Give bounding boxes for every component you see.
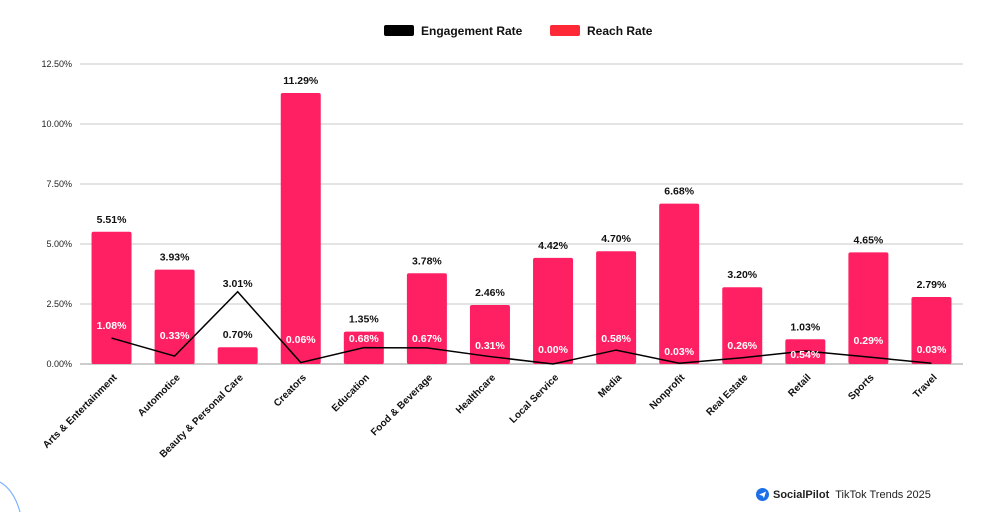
- brand-caption: TikTok Trends 2025: [835, 488, 931, 501]
- engagement-value-label: 0.00%: [538, 344, 568, 356]
- corner-decoration: [0, 481, 21, 512]
- y-axis: 0.00% 2.50% 5.00% 7.50% 10.00% 12.50%: [41, 59, 72, 369]
- reach-bar: [469, 304, 510, 364]
- engagement-value-label: 0.06%: [286, 334, 316, 346]
- x-tick-label: Local Service: [508, 372, 562, 426]
- reach-value-label: 0.70%: [223, 329, 253, 341]
- reach-bar: [406, 273, 447, 364]
- x-tick-label: Food & Beverage: [369, 372, 435, 438]
- engagement-value-label: 0.67%: [412, 333, 442, 345]
- engagement-value-label: 0.03%: [664, 346, 694, 358]
- x-tick-label: Creators: [272, 372, 309, 409]
- x-tick-label: Media: [596, 372, 624, 400]
- x-tick-label: Sports: [846, 372, 876, 402]
- grid-lines: [80, 63, 963, 365]
- x-tick-label: Automotice: [136, 372, 183, 419]
- bars: [91, 93, 952, 364]
- engagement-line: [111, 290, 932, 365]
- reach-bar: [659, 203, 700, 364]
- engagement-value-label: 0.54%: [790, 349, 820, 361]
- reach-bar: [848, 252, 889, 364]
- y-tick-label: 7.50%: [46, 179, 72, 189]
- reach-value-label: 3.93%: [160, 252, 190, 264]
- engagement-value-label: 1.08%: [97, 320, 127, 332]
- legend-swatch-reach: [550, 25, 580, 36]
- y-tick-label: 5.00%: [46, 239, 72, 249]
- x-tick-label: Nonprofit: [648, 372, 688, 412]
- y-tick-label: 0.00%: [46, 359, 72, 369]
- y-tick-label: 10.00%: [41, 119, 72, 129]
- reach-value-label: 4.42%: [538, 240, 568, 252]
- reach-bar: [217, 347, 258, 364]
- x-tick-label: Retail: [786, 372, 813, 399]
- engagement-value-label: 3.01%: [223, 278, 253, 290]
- engagement-value-label: 0.33%: [160, 330, 190, 342]
- reach-value-label: 5.51%: [97, 214, 127, 226]
- brand-name: SocialPilot: [773, 488, 830, 501]
- engagement-value-label: 0.29%: [854, 335, 884, 347]
- x-tick-label: Education: [330, 372, 372, 414]
- reach-value-label: 2.46%: [475, 287, 505, 299]
- legend-label-engagement: Engagement Rate: [421, 24, 523, 38]
- paper-plane-icon: [756, 488, 769, 501]
- y-tick-label: 2.50%: [46, 299, 72, 309]
- reach-bar: [280, 93, 321, 364]
- reach-value-label: 4.65%: [854, 234, 884, 246]
- engagement-series-line: [111, 290, 932, 365]
- legend-label-reach: Reach Rate: [587, 24, 653, 38]
- reach-value-label: 2.79%: [917, 279, 947, 291]
- engagement-value-label: 0.58%: [601, 333, 631, 345]
- reach-value-label: 3.78%: [412, 255, 442, 267]
- x-tick-label: Healthcare: [454, 372, 498, 416]
- reach-value-label: 11.29%: [283, 75, 319, 87]
- x-tick-label: Travel: [911, 372, 939, 400]
- engagement-value-label: 0.68%: [349, 333, 379, 345]
- legend-swatch-engagement: [384, 25, 414, 36]
- reach-bar: [154, 269, 195, 364]
- reach-bar: [533, 257, 574, 364]
- reach-bar: [91, 231, 132, 364]
- reach-bar: [722, 287, 763, 364]
- reach-value-label: 4.70%: [601, 233, 631, 245]
- engagement-value-label: 0.26%: [727, 340, 757, 352]
- brand-footer: SocialPilot TikTok Trends 2025: [756, 488, 931, 501]
- x-tick-label: Arts & Entertainment: [41, 372, 120, 451]
- engagement-value-label: 0.31%: [475, 340, 505, 352]
- engagement-value-label: 0.03%: [917, 344, 947, 356]
- y-tick-label: 12.50%: [41, 59, 72, 69]
- reach-value-label: 3.20%: [727, 269, 757, 281]
- data-labels: 5.51% 3.93% 0.70% 11.29% 1.35% 3.78% 2.46% 4.42…: [97, 75, 947, 361]
- x-tick-label: Real Estate: [704, 372, 750, 418]
- reach-value-label: 1.35%: [349, 314, 379, 326]
- reach-bar: [911, 297, 952, 364]
- reach-bar: [596, 251, 637, 364]
- reach-value-label: 1.03%: [790, 321, 820, 333]
- legend: Engagement Rate Reach Rate: [384, 24, 653, 38]
- reach-value-label: 6.68%: [664, 186, 694, 198]
